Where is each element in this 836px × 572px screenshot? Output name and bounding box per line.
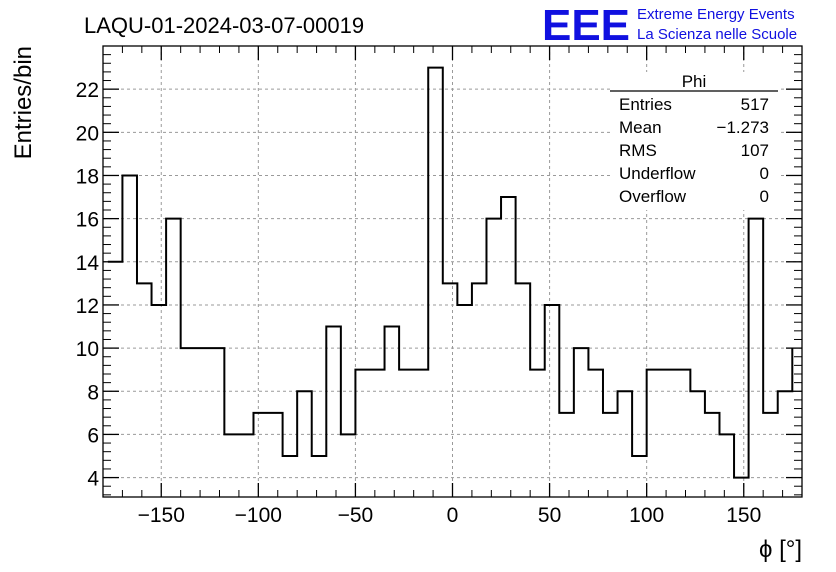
x-tick-label: −100 [235,504,282,527]
stats-row-label: Mean [619,118,662,137]
y-tick-label: 16 [76,209,99,232]
y-tick-labels: 4 6 8 10 12 14 16 18 20 22 [76,79,100,490]
logo-eee: EEE [542,1,630,50]
stats-row-value: −1.273 [717,118,769,137]
stats-title: Phi [682,72,707,91]
stats-row-label: Overflow [619,187,687,206]
stats-row-label: Underflow [619,164,696,183]
chart-title: LAQU-01-2024-03-07-00019 [84,13,364,38]
y-tick-label: 6 [87,424,99,447]
stats-row-value: 0 [760,164,769,183]
axis-ticks [102,46,803,497]
eee-logo: EEE Extreme Energy Events La Scienza nel… [542,1,797,50]
y-tick-label: 20 [76,122,99,145]
y-tick-label: 14 [76,252,100,275]
x-tick-label: −150 [138,504,185,527]
y-axis-label: Entries/bin [10,46,37,159]
x-tick-label: 150 [726,504,761,527]
y-tick-label: 10 [76,338,99,361]
histogram-line [107,66,794,479]
y-tick-label: 4 [87,468,99,491]
stats-background [610,72,778,210]
stats-box: Phi Entries 517 Mean −1.273 RMS 107 Underflow 0… [610,72,778,210]
y-tick-label: 22 [76,79,99,102]
stats-row-label: Entries [619,95,672,114]
stats-row-value: 517 [741,95,769,114]
plot-frame [102,45,803,498]
stats-row-label: RMS [619,141,657,160]
x-tick-labels: −150 −100 −50 0 50 100 150 [138,504,762,527]
x-tick-label: −50 [338,504,374,527]
y-tick-label: 18 [76,165,99,188]
x-tick-label: 0 [447,504,459,527]
logo-line-2: La Scienza nelle Scuole [637,26,797,43]
y-tick-label: 8 [87,381,99,404]
logo-line-1: Extreme Energy Events [637,6,795,23]
stats-row-value: 107 [741,141,769,160]
x-tick-label: 50 [538,504,561,527]
x-tick-label: 100 [629,504,664,527]
stats-row-value: 0 [760,187,769,206]
y-tick-label: 12 [76,295,99,318]
x-axis-label: ϕ [°] [759,536,802,563]
